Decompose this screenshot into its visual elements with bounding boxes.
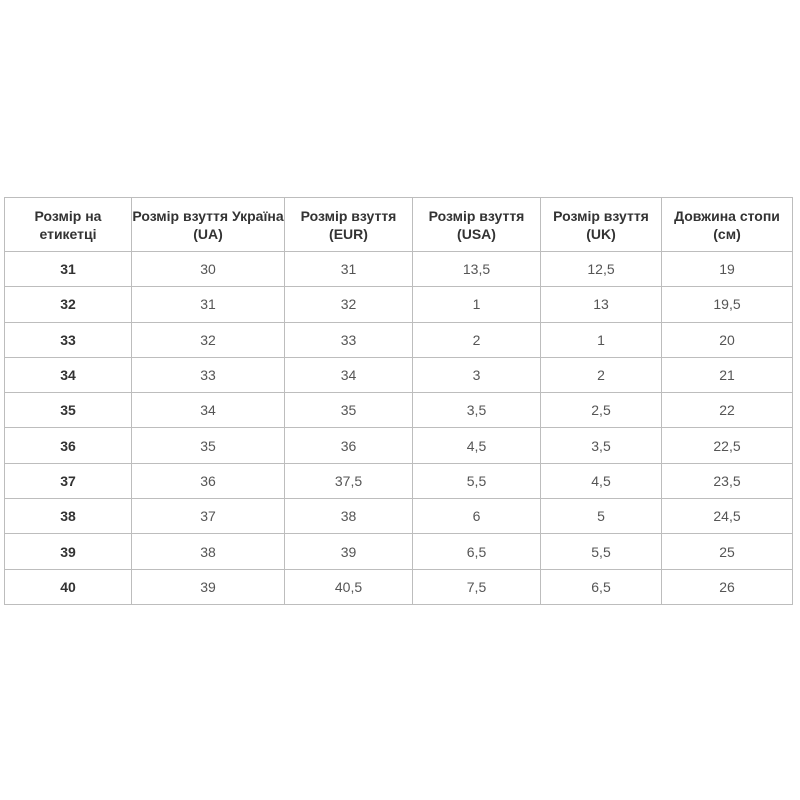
table-cell: 5,5: [412, 462, 541, 500]
table-cell: 4,5: [540, 462, 662, 500]
table-cell: 32: [284, 286, 413, 323]
table-cell: 6,5: [540, 568, 662, 605]
table-cell: 4,5: [412, 427, 541, 464]
table-cell: 34: [131, 392, 285, 429]
table-cell: 40,5: [284, 568, 413, 605]
table-cell: 5,5: [540, 533, 662, 570]
table-cell: 13,5: [412, 250, 541, 288]
table-cell: 30: [131, 250, 285, 288]
table-cell: 1: [540, 321, 662, 358]
table-row: 31 30 31 13,5 12,5 19: [4, 250, 793, 288]
table-cell: 20: [661, 321, 793, 358]
table-cell: 32: [4, 286, 132, 323]
table-cell: 35: [131, 427, 285, 464]
table-cell: 40: [4, 568, 132, 605]
table-cell: 31: [131, 286, 285, 323]
table-row: 35 34 35 3,5 2,5 22: [4, 392, 793, 429]
table-cell: 38: [4, 498, 132, 535]
table-cell: 3,5: [540, 427, 662, 464]
table-cell: 34: [4, 356, 132, 394]
table-cell: 38: [131, 533, 285, 570]
table-cell: 25: [661, 533, 793, 570]
table-cell: 37,5: [284, 462, 413, 500]
table-row: 36 35 36 4,5 3,5 22,5: [4, 427, 793, 464]
table-cell: 36: [131, 462, 285, 500]
table-cell: 6: [412, 498, 541, 535]
table-row: 34 33 34 3 2 21: [4, 356, 793, 394]
table-row: 32 31 32 1 13 19,5: [4, 286, 793, 323]
table-row: 38 37 38 6 5 24,5: [4, 498, 793, 535]
table-cell: 5: [540, 498, 662, 535]
header-uk-size: Розмір взуття (UK): [540, 197, 662, 252]
header-foot-length: Довжина стопи (см): [661, 197, 793, 252]
table-cell: 22,5: [661, 427, 793, 464]
table-cell: 7,5: [412, 568, 541, 605]
table-cell: 34: [284, 356, 413, 394]
table-cell: 36: [284, 427, 413, 464]
table-cell: 22: [661, 392, 793, 429]
table-cell: 39: [131, 568, 285, 605]
table-cell: 37: [4, 462, 132, 500]
table-cell: 23,5: [661, 462, 793, 500]
table-cell: 31: [284, 250, 413, 288]
table-row: 40 39 40,5 7,5 6,5 26: [4, 568, 793, 605]
table-cell: 33: [131, 356, 285, 394]
header-ua-size: Розмір взуття Україна (UA): [131, 197, 285, 252]
table-row: 37 36 37,5 5,5 4,5 23,5: [4, 462, 793, 500]
table-cell: 26: [661, 568, 793, 605]
table-cell: 35: [284, 392, 413, 429]
table-cell: 6,5: [412, 533, 541, 570]
table-cell: 38: [284, 498, 413, 535]
table-cell: 21: [661, 356, 793, 394]
table-cell: 36: [4, 427, 132, 464]
table-cell: 3,5: [412, 392, 541, 429]
table-cell: 24,5: [661, 498, 793, 535]
table-cell: 2: [412, 321, 541, 358]
header-eur-size: Розмір взуття (EUR): [284, 197, 413, 252]
table-cell: 1: [412, 286, 541, 323]
table-cell: 12,5: [540, 250, 662, 288]
table-row: 33 32 33 2 1 20: [4, 321, 793, 358]
table-cell: 31: [4, 250, 132, 288]
table-cell: 13: [540, 286, 662, 323]
table-cell: 19: [661, 250, 793, 288]
header-label-size: Розмір на етикетці: [4, 197, 132, 252]
size-chart-table: Розмір на етикетці Розмір взуття Україна…: [4, 197, 793, 605]
table-cell: 37: [131, 498, 285, 535]
table-cell: 3: [412, 356, 541, 394]
header-row: Розмір на етикетці Розмір взуття Україна…: [4, 197, 793, 252]
table-cell: 33: [4, 321, 132, 358]
table-cell: 39: [284, 533, 413, 570]
header-usa-size: Розмір взуття (USA): [412, 197, 541, 252]
table-cell: 39: [4, 533, 132, 570]
table-cell: 2,5: [540, 392, 662, 429]
table-cell: 19,5: [661, 286, 793, 323]
table-cell: 33: [284, 321, 413, 358]
table-cell: 2: [540, 356, 662, 394]
table-cell: 32: [131, 321, 285, 358]
table-row: 39 38 39 6,5 5,5 25: [4, 533, 793, 570]
table-cell: 35: [4, 392, 132, 429]
